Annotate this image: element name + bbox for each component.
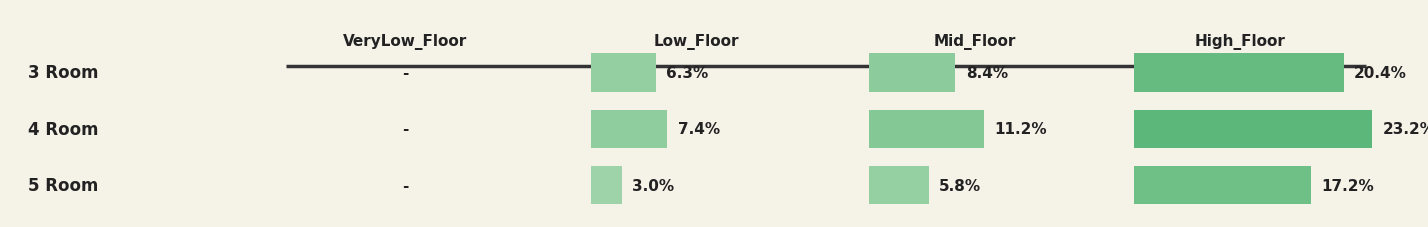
Text: 6.3%: 6.3% — [667, 66, 708, 81]
Text: 7.4%: 7.4% — [677, 122, 720, 137]
FancyBboxPatch shape — [1134, 166, 1311, 204]
Text: -: - — [403, 122, 408, 137]
Text: 20.4%: 20.4% — [1354, 66, 1407, 81]
FancyBboxPatch shape — [591, 110, 667, 148]
Text: 5.8%: 5.8% — [940, 178, 981, 193]
Text: VeryLow_Floor: VeryLow_Floor — [343, 34, 467, 50]
FancyBboxPatch shape — [870, 54, 955, 92]
Text: 4 Room: 4 Room — [29, 120, 99, 138]
FancyBboxPatch shape — [591, 166, 621, 204]
Text: Low_Floor: Low_Floor — [654, 34, 740, 50]
Text: 8.4%: 8.4% — [965, 66, 1008, 81]
Text: 3 Room: 3 Room — [29, 64, 99, 82]
Text: 5 Room: 5 Room — [29, 176, 99, 194]
Text: 11.2%: 11.2% — [995, 122, 1047, 137]
Text: 3.0%: 3.0% — [633, 178, 674, 193]
Text: Mid_Floor: Mid_Floor — [934, 34, 1017, 50]
Text: -: - — [403, 178, 408, 193]
FancyBboxPatch shape — [1134, 54, 1344, 92]
Text: -: - — [403, 66, 408, 81]
Text: 23.2%: 23.2% — [1382, 122, 1428, 137]
FancyBboxPatch shape — [870, 110, 984, 148]
FancyBboxPatch shape — [1134, 110, 1372, 148]
FancyBboxPatch shape — [870, 166, 928, 204]
Text: 17.2%: 17.2% — [1321, 178, 1374, 193]
Text: High_Floor: High_Floor — [1194, 34, 1285, 50]
FancyBboxPatch shape — [591, 54, 655, 92]
